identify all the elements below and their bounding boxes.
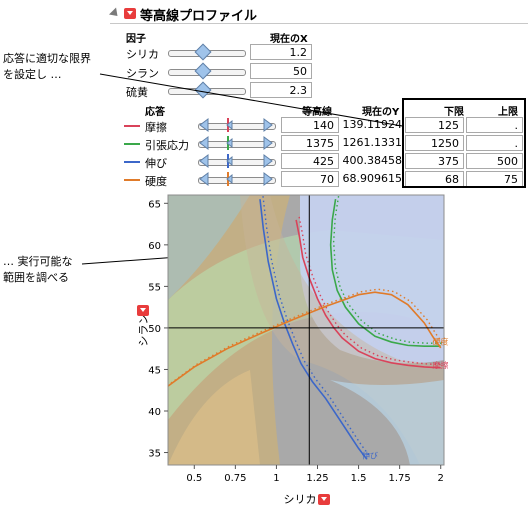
x-tick-label: 0.75 xyxy=(224,473,246,484)
factor-label: 硫黄 xyxy=(126,86,148,99)
x-tick-label: 1.5 xyxy=(351,473,367,484)
response-label: 摩擦 xyxy=(145,121,167,134)
response-slider-markers[interactable] xyxy=(194,117,278,133)
series-2-group xyxy=(259,196,371,460)
response-color-swatch xyxy=(124,161,140,163)
factor-header: 因子 xyxy=(126,34,146,45)
profile-menu-button[interactable] xyxy=(124,8,136,19)
title-divider xyxy=(110,23,528,24)
response-upper-limit-input[interactable]: 500 xyxy=(466,153,523,169)
response-current-y: 1261.1331 xyxy=(342,136,403,149)
annotation-top: 応答に適切な限界 を設定し … xyxy=(3,51,91,83)
profile-title-bar: 等高線プロファイル xyxy=(108,4,528,24)
y-tick-label: 55 xyxy=(148,282,161,293)
current-y-header: 現在のY xyxy=(362,107,400,118)
response-color-swatch xyxy=(124,125,140,127)
response-contour-input[interactable]: 425 xyxy=(281,153,339,169)
contour-dotted-series-0 xyxy=(298,216,444,366)
region-elongation-low xyxy=(168,195,250,300)
y-tick-label: 40 xyxy=(148,407,161,418)
contour-label: 摩擦 xyxy=(433,360,449,370)
response-contour-input[interactable]: 140 xyxy=(281,117,339,133)
response-slider-markers[interactable] xyxy=(194,135,278,151)
series-1-group xyxy=(329,196,444,348)
response-contour-input[interactable]: 1375 xyxy=(281,135,339,151)
contour-header: 等高線 xyxy=(302,107,332,118)
response-slider-track[interactable] xyxy=(198,123,276,130)
annotation-top-connector xyxy=(99,73,403,127)
x-tick-label: 2 xyxy=(438,473,444,484)
response-contour-input[interactable]: 70 xyxy=(281,171,339,187)
x-tick-label: 0.5 xyxy=(186,473,202,484)
page-title: 等高線プロファイル xyxy=(140,9,258,24)
region-lower-left xyxy=(168,370,260,465)
response-header: 応答 xyxy=(145,107,165,118)
factor-current-x-input[interactable]: 50 xyxy=(250,63,312,79)
shaded-regions xyxy=(168,195,444,465)
response-current-y: 139.11924 xyxy=(342,118,403,131)
response-lower-limit-input[interactable]: 125 xyxy=(405,117,464,133)
factor-current-x-input[interactable]: 1.2 xyxy=(250,44,312,60)
response-label: 引張応力 xyxy=(145,139,189,152)
response-lower-limit-input[interactable]: 375 xyxy=(405,153,464,169)
limits-highlight-box xyxy=(402,98,526,188)
factor-label: シリカ xyxy=(126,48,159,61)
response-upper-limit-input[interactable]: 75 xyxy=(466,171,523,187)
response-lower-limit-input[interactable]: 1250 xyxy=(405,135,464,151)
response-slider-track[interactable] xyxy=(198,141,276,148)
region-lower-right xyxy=(330,380,444,465)
response-current-y: 400.38458 xyxy=(342,154,403,167)
response-slider-markers[interactable] xyxy=(194,153,278,169)
contour-line-series-2[interactable] xyxy=(259,199,368,460)
response-slider-markers[interactable] xyxy=(194,171,278,187)
response-upper-limit-input[interactable]: . xyxy=(466,135,523,151)
y-tick-label: 65 xyxy=(148,199,161,210)
contour-line-series-0[interactable] xyxy=(295,219,441,369)
x-tick-label: 1 xyxy=(273,473,279,484)
annotation-bottom-line2: 範囲を調べる xyxy=(3,271,69,284)
contour-line-series-1[interactable] xyxy=(329,199,441,348)
contour-line-series-3[interactable] xyxy=(168,291,442,387)
annotation-top-line2: を設定し … xyxy=(3,68,62,81)
y-axis-label: シラン xyxy=(137,314,150,347)
factor-current-x-input[interactable]: 2.3 xyxy=(250,82,312,98)
yaxis-menu-button[interactable] xyxy=(137,305,149,316)
series-0-group xyxy=(295,216,444,369)
x-tick-label: 1.25 xyxy=(306,473,328,484)
region-elongation xyxy=(300,195,444,364)
contour-label: 伸び xyxy=(362,450,378,460)
annotation-bottom-line1: … 実行可能な xyxy=(3,255,73,268)
response-label: 硬度 xyxy=(145,175,167,188)
contour-dotted-series-1 xyxy=(332,196,444,344)
y-tick-label: 45 xyxy=(148,365,161,376)
factor-label: シラン xyxy=(126,67,159,80)
upper-limit-header: 上限 xyxy=(498,107,518,118)
y-tick-label: 35 xyxy=(148,449,161,460)
response-current-y: 68.909615 xyxy=(342,172,403,185)
annotation-top-line1: 応答に適切な限界 xyxy=(3,52,91,65)
y-tick-label: 50 xyxy=(148,324,161,335)
plot-frame xyxy=(167,194,445,466)
response-color-swatch xyxy=(124,179,140,181)
annotation-bottom: … 実行可能な 範囲を調べる xyxy=(3,254,73,286)
response-slider-track[interactable] xyxy=(198,159,276,166)
response-label: 伸び xyxy=(145,157,167,170)
lower-limit-header: 下限 xyxy=(444,107,464,118)
xaxis-menu-button[interactable] xyxy=(318,494,330,505)
response-slider-track[interactable] xyxy=(198,177,276,184)
y-tick-label: 60 xyxy=(148,241,161,252)
current-x-header: 現在のX xyxy=(270,34,308,45)
response-color-swatch xyxy=(124,143,140,145)
contour-dotted-series-2 xyxy=(262,196,371,457)
series-3-group xyxy=(168,288,444,387)
contour-dotted-series-3 xyxy=(170,288,444,384)
x-tick-label: 1.75 xyxy=(389,473,411,484)
contour-label: 硬度 xyxy=(433,337,449,347)
x-axis-label: シリカ xyxy=(284,493,317,506)
response-upper-limit-input[interactable]: . xyxy=(466,117,523,133)
